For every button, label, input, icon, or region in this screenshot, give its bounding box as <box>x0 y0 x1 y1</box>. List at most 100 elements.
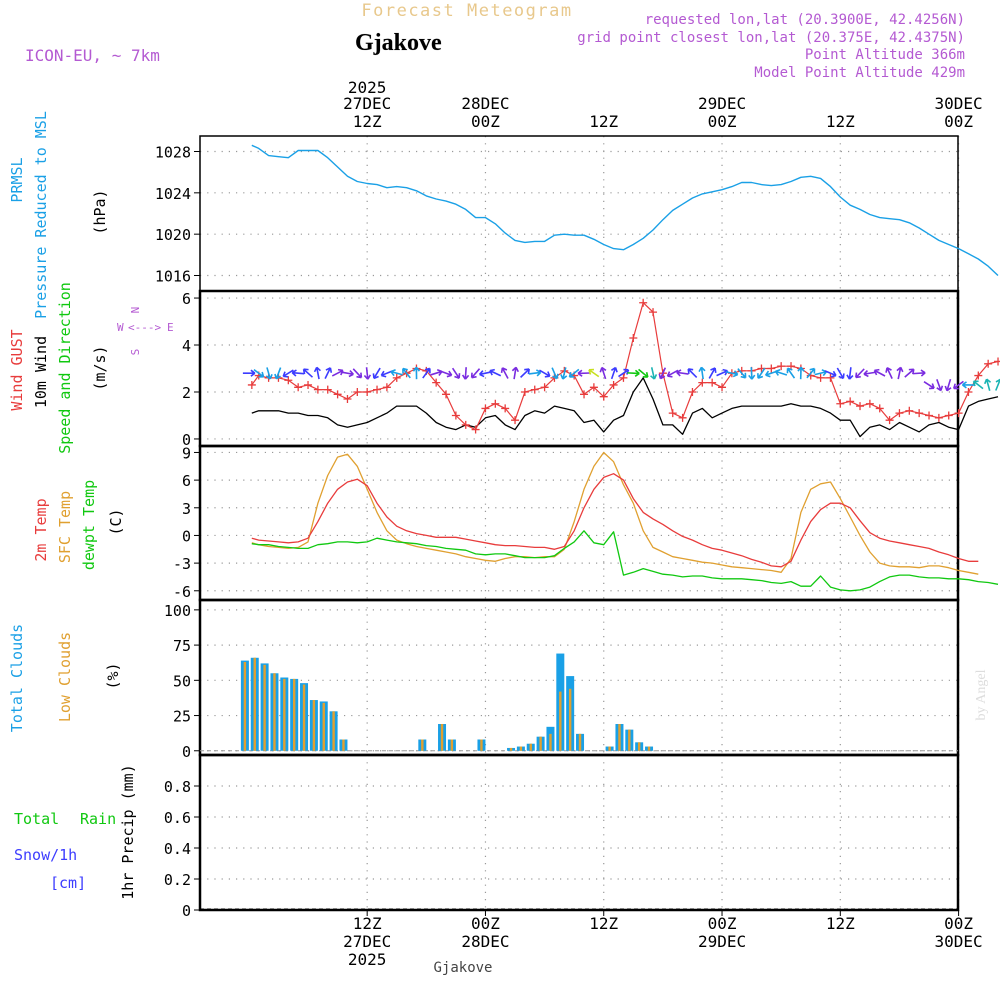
wind-direction-arrow <box>440 370 453 378</box>
compass-north-group: N <box>129 307 142 314</box>
gust-marker <box>639 298 648 307</box>
precip-rain-label: Rain <box>80 810 116 828</box>
top-hour-label: 00Z <box>708 112 737 131</box>
prmsl-label: PRMSL <box>8 157 26 202</box>
gust-marker <box>432 378 441 387</box>
wind-unit-label-group: (m/s) <box>91 345 109 390</box>
low-cloud-bar <box>292 678 296 751</box>
wind-arrow-shape <box>786 367 796 379</box>
precip-unit-label-group: 1hr Precip (mm) <box>119 764 137 899</box>
wind-arrow-shape <box>599 366 607 380</box>
gust-marker <box>619 373 628 382</box>
wind-unit-label: (m/s) <box>91 345 109 390</box>
wind-arrow-shape <box>274 367 282 380</box>
wind-direction-arrow <box>528 369 542 377</box>
wind-arrow-shape <box>687 368 698 379</box>
wind-direction-arrow <box>313 366 321 380</box>
gust-marker <box>846 397 855 406</box>
location-title: Gjakove <box>355 30 442 56</box>
wind-direction-arrow <box>451 367 461 379</box>
low-cloud-bar <box>273 673 276 751</box>
wind-arrow-shape <box>451 367 461 379</box>
compass-north: N <box>129 307 142 314</box>
low-cloud-bar <box>529 743 532 751</box>
wind-arrow-shape <box>422 367 431 379</box>
wind-direction-arrow <box>687 368 698 379</box>
low-cloud-bar <box>302 684 306 751</box>
bottom-hour-label: 12Z <box>826 914 855 933</box>
wind-direction-arrow <box>511 366 520 380</box>
gust-marker <box>944 411 953 420</box>
low-cloud-bar <box>440 724 444 751</box>
bottom-date-label: 28DEC <box>461 932 509 951</box>
wind-direction-arrow <box>737 368 747 379</box>
wind-direction-arrow <box>936 379 944 392</box>
pressure-msl-label: Pressure Reduced to MSL <box>32 111 50 319</box>
wind-arrow-shape <box>774 368 788 376</box>
model-label: ICON-EU, ~ 7km <box>25 46 160 65</box>
wind-direction-arrow <box>242 369 256 377</box>
gust-marker <box>865 399 874 408</box>
wind-arrow-shape <box>560 367 568 380</box>
wind-direction-arrow <box>896 366 904 380</box>
credit-watermark-group: by Angel <box>974 669 989 720</box>
low-clouds-label-group: Low Clouds <box>56 632 74 722</box>
y-tick-label: 0 <box>182 743 191 761</box>
wind-direction-arrow <box>599 366 607 380</box>
gust-marker <box>875 404 884 413</box>
gust-marker <box>451 411 460 420</box>
gust-marker <box>442 390 451 399</box>
gust-marker <box>668 409 677 418</box>
gust-marker <box>353 387 362 396</box>
low-cloud-bar <box>519 746 523 751</box>
low-cloud-bar <box>243 662 247 751</box>
gust-marker <box>777 362 786 371</box>
dewpoint-line <box>251 530 999 592</box>
precip-cm-label: [cm] <box>50 874 86 892</box>
wind-arrow-shape <box>936 379 944 392</box>
wind-arrow-shape <box>627 369 640 377</box>
wind-direction-arrow <box>331 368 344 377</box>
gust-marker <box>382 383 391 392</box>
gust-marker <box>905 406 914 415</box>
wind-arrow-shape <box>331 368 344 377</box>
wind-arrow-shape <box>708 367 717 379</box>
gust-marker <box>323 385 332 394</box>
wind-arrow-shape <box>896 366 904 380</box>
low-cloud-bar <box>342 739 345 751</box>
wind-speed-line <box>251 377 999 438</box>
wind-direction-arrow <box>984 378 992 391</box>
wind-direction-arrow <box>380 370 393 378</box>
dewpt-temp-label-group: dewpt Temp <box>80 480 98 570</box>
wind-direction-arrow <box>972 380 984 390</box>
compass-arrow-glyph: <---> <box>128 321 161 334</box>
wind-arrow-shape <box>265 367 273 380</box>
gust-marker <box>688 387 697 396</box>
gust-marker <box>984 359 993 368</box>
low-cloud-bar <box>253 657 256 751</box>
gust-marker <box>313 385 322 394</box>
wind-direction-arrow <box>836 367 845 380</box>
top-date-label: 30DEC <box>935 94 983 113</box>
pressure-msl-label-group: Pressure Reduced to MSL <box>32 111 50 319</box>
wind-arrow-shape <box>923 381 935 390</box>
wind-arrow-shape <box>390 369 403 377</box>
top-date-label: 29DEC <box>698 94 746 113</box>
low-cloud-bar <box>509 747 513 751</box>
wind-arrow-shape <box>539 369 551 378</box>
gust-marker <box>589 383 598 392</box>
wind-direction-arrow <box>846 367 854 380</box>
wind-direction-arrow <box>461 367 470 380</box>
gust-marker <box>816 373 825 382</box>
low-cloud-bar <box>578 733 582 751</box>
gust-marker <box>461 420 470 429</box>
gust-marker <box>520 387 529 396</box>
wind-direction-arrow <box>282 369 294 378</box>
low-cloud-bar <box>559 691 562 751</box>
gust-marker <box>540 383 549 392</box>
wind-direction-arrow <box>806 367 816 379</box>
wind-arrow-shape <box>885 367 893 379</box>
wind-direction-arrow <box>638 368 649 378</box>
wind-speed-direction-label: Speed and Direction <box>56 282 74 454</box>
wind-direction-arrow <box>324 367 333 379</box>
